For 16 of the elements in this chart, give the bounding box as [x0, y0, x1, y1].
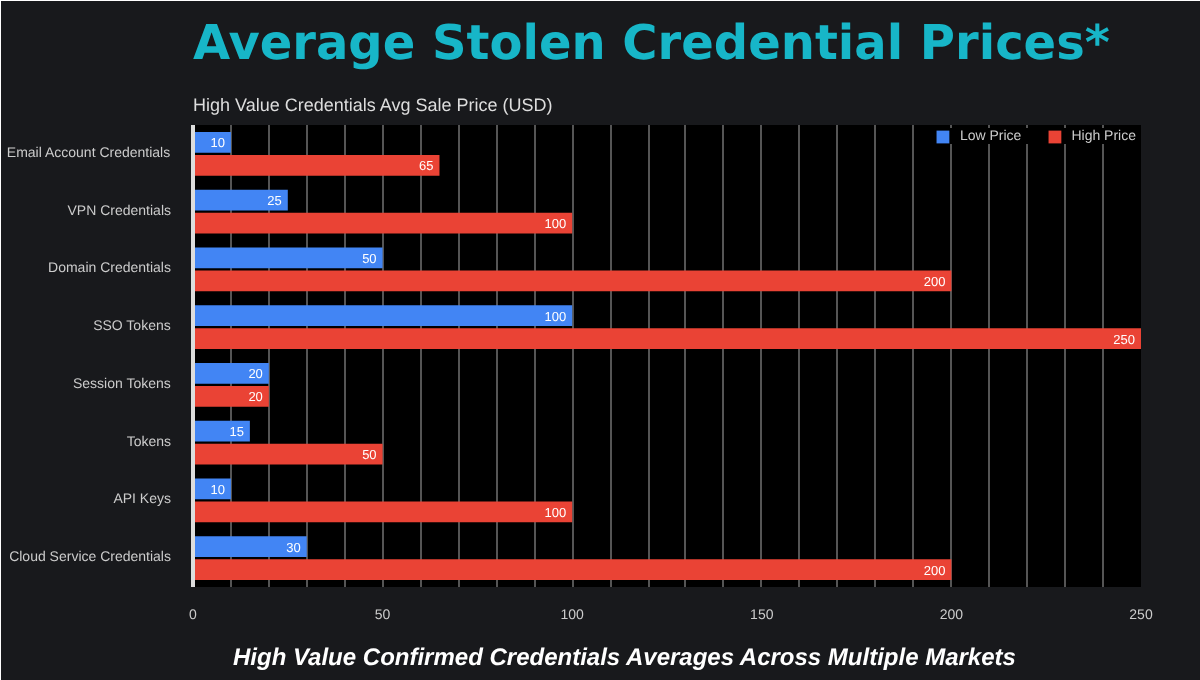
bar: [193, 536, 307, 557]
text: High Value Confirmed Credentials Averages Across Multiple Markets: [233, 643, 1017, 671]
bar: [193, 155, 440, 176]
bar: [193, 305, 573, 326]
bar: [193, 212, 573, 234]
bar: [193, 559, 952, 581]
chart-title: Average Stolen Credential Prices*: [193, 15, 1111, 71]
bar: [193, 362, 269, 384]
bar: [193, 501, 573, 523]
chart-subtitle: High Value Credentials Avg Sale Price (USD): [193, 95, 553, 115]
bar: [193, 270, 952, 292]
bar: [193, 189, 288, 211]
bar: [193, 443, 383, 465]
bar: [193, 386, 269, 407]
bar: [193, 247, 383, 269]
bar: [193, 328, 1141, 350]
